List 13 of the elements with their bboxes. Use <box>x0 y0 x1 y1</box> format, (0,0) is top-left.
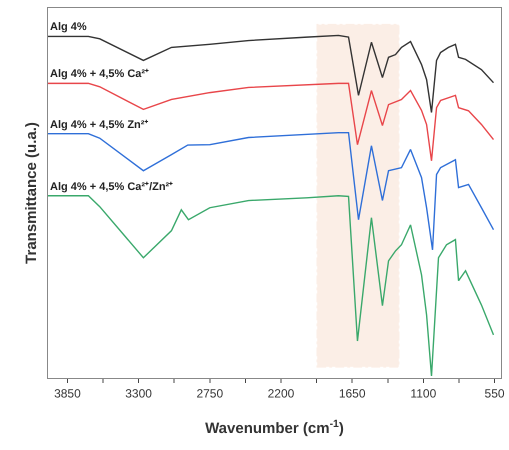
x-tick-label: 3850 <box>54 386 82 401</box>
x-axis-title: Wavenumber (cm$^{-1}$) <box>205 418 344 438</box>
x-tick-label: 550 <box>484 386 505 401</box>
series-label: Alg 4% + 4,5% Ca²⁺/Zn²⁺ <box>50 181 174 193</box>
x-tick-label: 3300 <box>125 386 152 401</box>
series-label: Alg 4% <box>50 21 87 33</box>
x-tick-label: 2200 <box>268 386 295 401</box>
x-tick-label: 2750 <box>196 386 224 401</box>
x-tick-label: 1650 <box>338 386 366 401</box>
x-tick-label: 1100 <box>410 386 437 401</box>
series-label: Alg 4% + 4,5% Zn²⁺ <box>50 119 148 131</box>
series-label: Alg 4% + 4,5% Ca²⁺ <box>50 68 150 80</box>
y-axis-title: Transmittance (u.a.) <box>23 122 40 264</box>
